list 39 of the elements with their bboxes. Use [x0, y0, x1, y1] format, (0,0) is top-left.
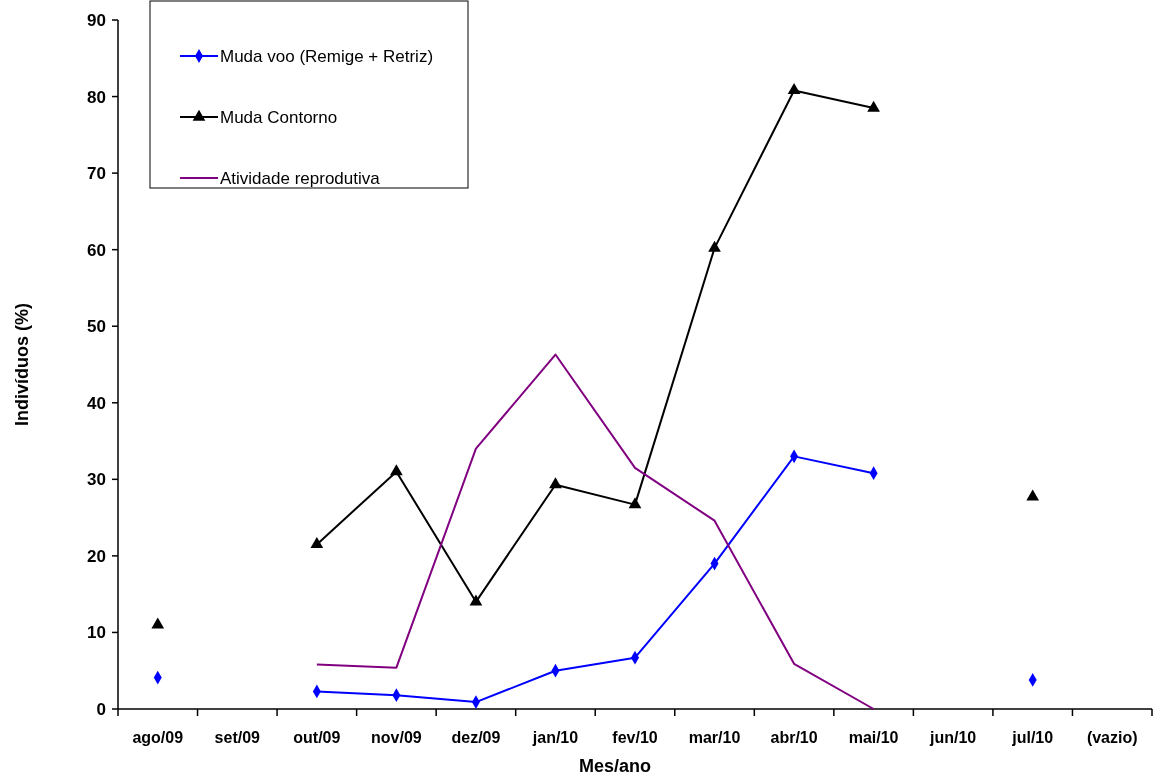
legend-label: Muda Contorno: [220, 107, 338, 127]
x-tick-label: abr/10: [770, 729, 818, 746]
y-tick-label: 30: [87, 470, 106, 490]
x-tick-label: jul/10: [1011, 729, 1054, 746]
y-tick-label: 0: [96, 699, 106, 719]
y-tick-label: 70: [87, 164, 106, 184]
x-tick-label: jun/10: [929, 729, 977, 746]
x-tick-label: (vazio): [1086, 729, 1138, 746]
x-tick-label: set/09: [214, 729, 261, 746]
x-tick-label: jan/10: [531, 729, 579, 746]
x-tick-label: dez/09: [451, 729, 501, 746]
point: [628, 497, 642, 509]
y-tick-label: 10: [87, 623, 106, 643]
point: [151, 617, 165, 629]
y-tick-label: 80: [87, 87, 106, 107]
point: [787, 83, 801, 95]
y-tick-label: 50: [87, 317, 106, 337]
point: [1026, 489, 1040, 501]
legend-label: Atividade reprodutiva: [220, 168, 381, 188]
y-tick-label: 20: [87, 546, 106, 566]
y-tick-label: 40: [87, 393, 106, 413]
point: [310, 537, 324, 549]
x-axis-title: Mes/ano: [578, 756, 652, 776]
y-tick-label: 90: [87, 10, 106, 30]
point: [708, 240, 721, 252]
x-tick-label: out/09: [293, 729, 341, 746]
point: [867, 100, 880, 112]
x-tick-label: mar/10: [688, 729, 741, 746]
y-axis-title: Indivíduos (%): [12, 303, 32, 426]
point: [549, 477, 562, 489]
x-tick-label: mai/10: [848, 729, 899, 746]
x-tick-label: fev/10: [612, 729, 658, 746]
y-tick-label: 60: [87, 240, 106, 260]
point: [390, 464, 403, 476]
point: [469, 594, 483, 606]
legend-label: Muda voo (Remige + Retriz): [220, 46, 434, 66]
x-tick-label: nov/09: [371, 729, 422, 746]
x-tick-label: ago/09: [132, 729, 184, 746]
line-series: [315, 353, 875, 710]
